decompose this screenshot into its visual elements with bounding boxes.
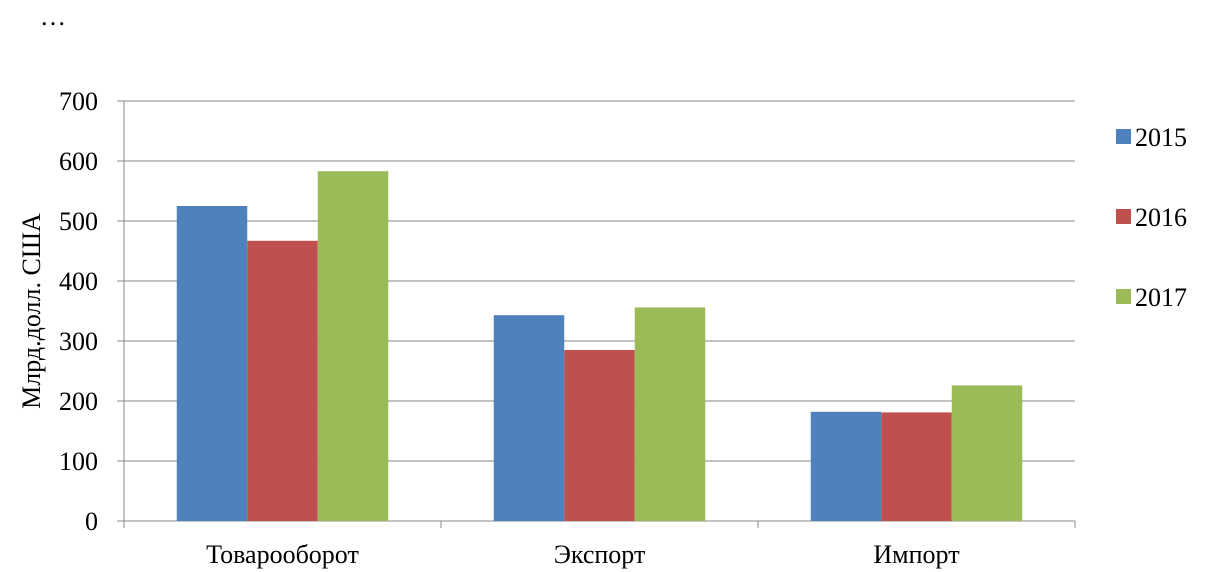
bars	[176, 171, 1023, 522]
y-tick-labels: 0 100 200 300 400 500 600 700	[59, 87, 98, 536]
y-tick-label: 600	[59, 147, 98, 176]
legend-label-2015: 2015	[1135, 123, 1187, 152]
y-tick-label: 700	[59, 87, 98, 116]
y-tick-label: 500	[59, 207, 98, 236]
x-category-labels: Товарооборот Экспорт Импорт	[206, 540, 959, 569]
x-category-label: Экспорт	[554, 540, 646, 569]
legend: 2015 2016 2017	[1116, 123, 1187, 312]
y-tick-label: 300	[59, 327, 98, 356]
bar-2015-1	[493, 315, 565, 521]
bar-2017-2	[951, 385, 1023, 521]
bar-2015-2	[810, 411, 882, 521]
y-tick-label: 200	[59, 387, 98, 416]
x-category-label: Импорт	[873, 540, 959, 569]
bar-2017-1	[634, 307, 706, 521]
y-axis-label: Млрд.долл. США	[17, 213, 46, 409]
legend-label-2017: 2017	[1135, 283, 1187, 312]
bar-2016-2	[881, 412, 952, 521]
legend-label-2016: 2016	[1135, 203, 1187, 232]
x-category-label: Товарооборот	[206, 540, 359, 569]
legend-swatch-2015	[1116, 129, 1131, 144]
ellipsis-text: …	[40, 2, 66, 31]
y-tick-label: 100	[59, 447, 98, 476]
y-tick-label: 0	[85, 507, 98, 536]
bar-2016-1	[564, 350, 635, 521]
legend-swatch-2016	[1116, 209, 1131, 224]
bar-2016-0	[247, 240, 318, 522]
bar-2015-0	[176, 206, 248, 521]
y-tick-label: 400	[59, 267, 98, 296]
legend-swatch-2017	[1116, 289, 1131, 304]
bar-2017-0	[317, 171, 389, 521]
